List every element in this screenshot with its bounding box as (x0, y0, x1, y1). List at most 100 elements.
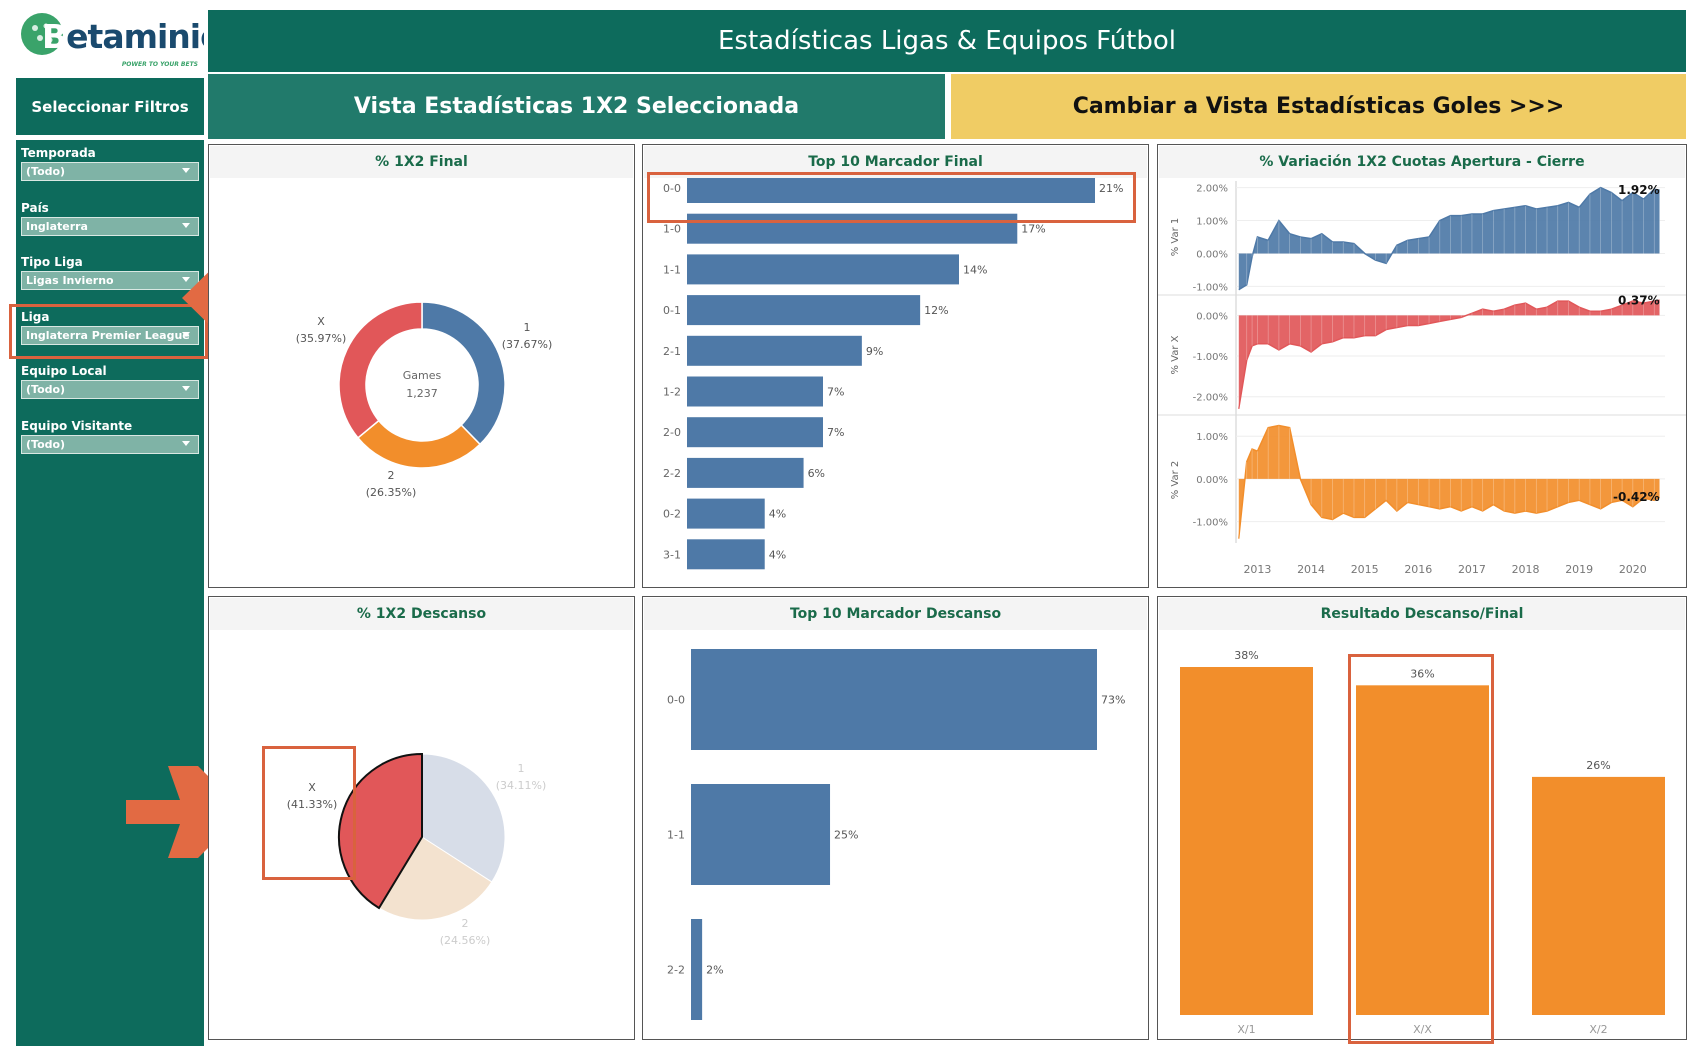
bar-2-2 (691, 919, 703, 1020)
resultado-bar-chart: 38% X/1 36% X/X 26% X/2 (1180, 649, 1665, 1036)
data-label-0-0: 73% (1101, 694, 1125, 707)
liga-filter-highlight (9, 304, 208, 359)
data-label-2-2: 6% (808, 467, 825, 480)
y-tick-label: -1.00% (1193, 282, 1228, 293)
tick-label-2-1: 2-1 (663, 345, 681, 358)
panel-title: % 1X2 Descanso (210, 598, 633, 630)
filter-value: Inglaterra (26, 220, 88, 233)
slice-pct-label: (34.11%) (496, 779, 547, 792)
bar-2-1 (687, 335, 862, 366)
x-tick-label-2016: 2016 (1404, 563, 1432, 576)
slice-label: 2 (388, 469, 395, 482)
slice-pct-label: (35.97%) (296, 332, 347, 345)
data-label-X/2: 26% (1586, 759, 1610, 772)
slice-pct-label: (37.67%) (502, 338, 553, 351)
y-tick-label: 1.00% (1196, 217, 1228, 228)
panel-title: Top 10 Marcador Descanso (644, 598, 1147, 630)
x-tick-label-2019: 2019 (1565, 563, 1593, 576)
x-tick-label-2018: 2018 (1512, 563, 1540, 576)
filter-value: (Todo) (26, 165, 66, 178)
tick-label-2-2: 2-2 (667, 964, 685, 977)
tick-label-X/2: X/2 (1589, 1023, 1607, 1036)
tick-label-1-1: 1-1 (663, 263, 681, 276)
tick-label-1-2: 1-2 (663, 386, 681, 399)
pie-slice-2 (378, 836, 493, 921)
donut-center-label: Games (403, 369, 442, 382)
chevron-down-icon (182, 332, 190, 337)
bar-X/1 (1180, 667, 1313, 1015)
donut-slice-2 (356, 419, 482, 469)
bar-1-0 (687, 213, 1018, 244)
x-slice-highlight (262, 746, 356, 880)
panel-title: Resultado Descanso/Final (1159, 598, 1685, 630)
data-label-3-1: 4% (769, 548, 786, 561)
panel-variacion-cuotas: % Variación 1X2 Cuotas Apertura - Cierre… (1157, 144, 1687, 588)
data-label-1-1: 25% (834, 829, 858, 842)
tick-label-X/X: X/X (1413, 1023, 1432, 1036)
tick-label-X/1: X/1 (1237, 1023, 1255, 1036)
tick-label-0-2: 0-2 (663, 508, 681, 521)
dashboard-title: Estadísticas Ligas & Equipos Fútbol (208, 10, 1686, 72)
donut-center-value: 1,237 (406, 387, 438, 400)
filter-label-liga: Liga (21, 310, 50, 324)
x-tick-label-2017: 2017 (1458, 563, 1486, 576)
axis-label-% Var 1: % Var 1 (1170, 218, 1181, 257)
donut-slice-X (338, 301, 423, 439)
x-x-bar-highlight (1348, 654, 1494, 1044)
slice-label: X (317, 315, 325, 328)
last-value-label: 1.92% (1618, 183, 1660, 197)
tick-label-0-0: 0-0 (663, 182, 681, 195)
last-value-label: -0.42% (1613, 490, 1660, 504)
y-tick-label: -1.00% (1193, 518, 1228, 529)
chevron-down-icon (182, 277, 190, 282)
line-% Var 2 (1237, 424, 1661, 539)
bar-1-2 (687, 376, 823, 407)
filter-value: (Todo) (26, 438, 66, 451)
chevron-down-icon (182, 223, 190, 228)
chevron-down-icon (182, 168, 190, 173)
logo-text: Betaminic (42, 17, 204, 56)
slice-label: 1 (518, 762, 525, 775)
filter-select-temporada[interactable]: (Todo) (21, 162, 199, 181)
panel-1x2-descanso: % 1X2 Descanso 1 (34.11%) 2 (24.56%) X (41.33… (208, 596, 635, 1040)
bar-0-0 (687, 173, 1095, 203)
filter-label-equipo-local: Equipo Local (21, 364, 107, 378)
filter-value: Inglaterra Premier League (26, 329, 190, 342)
data-label-2-2: 2% (706, 964, 723, 977)
slice-label: X (308, 781, 316, 794)
filter-select-liga[interactable]: Inglaterra Premier League (21, 326, 199, 345)
y-tick-label: 2.00% (1196, 184, 1228, 195)
bar-2-2 (687, 457, 804, 488)
x-tick-label-2013: 2013 (1243, 563, 1271, 576)
data-label-X/1: 38% (1234, 649, 1258, 662)
filter-select-equipo-local[interactable]: (Todo) (21, 380, 199, 399)
switch-view-button[interactable]: Cambiar a Vista Estadísticas Goles >>> (951, 74, 1686, 139)
filter-select-equipo-visitante[interactable]: (Todo) (21, 435, 199, 454)
slice-pct-label: (24.56%) (440, 934, 491, 947)
x-tick-label-2020: 2020 (1619, 563, 1647, 576)
y-tick-label: 0.00% (1196, 311, 1228, 322)
filter-label-tipo-liga: Tipo Liga (21, 255, 83, 269)
y-tick-label: 0.00% (1196, 249, 1228, 260)
data-label-X/X: 36% (1410, 667, 1434, 680)
current-view-button[interactable]: Vista Estadísticas 1X2 Seleccionada (208, 74, 945, 139)
top10-descanso-chart: 0-0 73% 1-1 25% 2-2 2% (667, 649, 1125, 1020)
tick-label-2-0: 2-0 (663, 426, 681, 439)
data-label-0-0: 21% (1099, 182, 1123, 195)
line-% Var 1 (1238, 186, 1660, 291)
filter-select-tipo-liga[interactable]: Ligas Invierno (21, 271, 199, 290)
data-label-1-1: 14% (963, 263, 987, 276)
filter-select-pais[interactable]: Inglaterra (21, 217, 199, 236)
bar-0-1 (687, 295, 921, 326)
logo-graphic: Betaminic POWER TO YOUR BETS (21, 13, 220, 68)
bar-1-1 (691, 784, 831, 885)
tick-label-0-0: 0-0 (667, 694, 685, 707)
y-tick-label: 1.00% (1196, 432, 1228, 443)
axis-label-% Var X: % Var X (1170, 335, 1181, 374)
tick-label-1-1: 1-1 (667, 829, 685, 842)
y-tick-label: -1.00% (1193, 352, 1228, 363)
tick-label-3-1: 3-1 (663, 548, 681, 561)
area-% Var 1 (1238, 187, 1660, 290)
area-% Var X (1238, 300, 1660, 409)
axis-label-% Var 2: % Var 2 (1170, 461, 1181, 500)
